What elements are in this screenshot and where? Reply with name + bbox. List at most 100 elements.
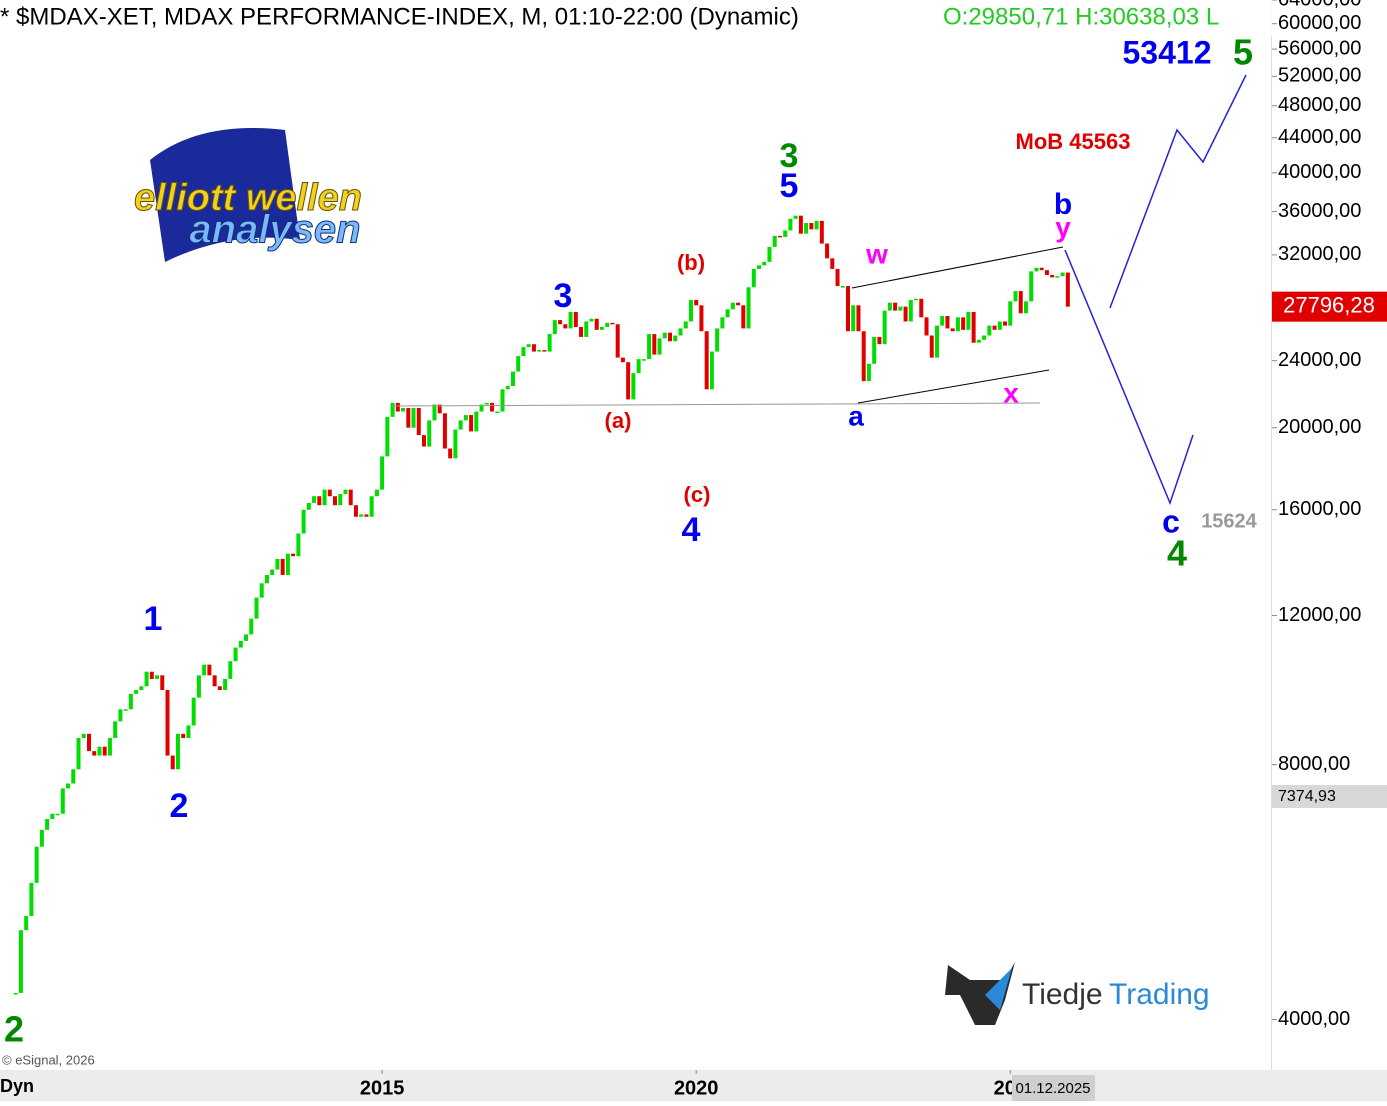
candle xyxy=(327,489,332,497)
candle xyxy=(688,300,693,322)
candle xyxy=(751,268,756,288)
candle xyxy=(809,222,814,230)
candle xyxy=(301,509,306,534)
candle xyxy=(746,287,751,329)
candle xyxy=(228,661,233,679)
candle xyxy=(238,640,243,648)
candle xyxy=(997,321,1002,330)
candle xyxy=(955,317,960,332)
candle xyxy=(673,335,678,342)
candle xyxy=(605,322,610,328)
chart-title: * $MDAX-XET, MDAX PERFORMANCE-INDEX, M, … xyxy=(0,3,799,30)
candle xyxy=(725,309,730,318)
candle xyxy=(819,220,824,244)
candle xyxy=(1065,272,1070,307)
candle xyxy=(270,569,275,575)
candle xyxy=(390,402,395,417)
candle xyxy=(641,359,646,361)
candle xyxy=(18,930,23,993)
y-tick-label: 56000,00 xyxy=(1278,37,1361,59)
candle xyxy=(793,215,798,219)
y-tick-label: 32000,00 xyxy=(1278,243,1361,265)
y-tick-label: 16000,00 xyxy=(1278,498,1361,520)
logo-text: Tiedje xyxy=(1022,978,1103,1011)
last-price-box xyxy=(1272,291,1387,322)
candle xyxy=(704,331,709,390)
candle xyxy=(908,300,913,322)
candle xyxy=(919,298,924,318)
candle xyxy=(505,386,510,390)
y-tick-label: 8000,00 xyxy=(1278,753,1350,775)
candle xyxy=(840,286,845,288)
candle xyxy=(102,746,107,756)
candle xyxy=(165,690,170,756)
x-tick-label: 2015 xyxy=(360,1077,405,1099)
wave-label: 1 xyxy=(144,600,163,638)
channel-line xyxy=(857,369,1050,404)
y-tick-label: 36000,00 xyxy=(1278,200,1361,222)
candle xyxy=(13,992,18,995)
candle xyxy=(825,243,830,259)
logo-elliott: elliott wellen analysen xyxy=(133,128,363,262)
wave-label: 3 xyxy=(780,137,799,175)
candle xyxy=(1023,301,1028,314)
candle xyxy=(877,336,882,345)
candle xyxy=(92,751,97,756)
candle xyxy=(437,404,442,414)
candle xyxy=(411,408,416,428)
candle xyxy=(631,373,636,400)
wave-label: 5 xyxy=(780,167,799,205)
target-label: MoB 45563 xyxy=(1016,129,1131,154)
candle xyxy=(950,328,955,332)
wave-label: c xyxy=(1162,503,1180,539)
candle xyxy=(1003,321,1008,326)
candle xyxy=(914,298,919,301)
candle xyxy=(160,675,165,691)
candle xyxy=(458,420,463,430)
candle xyxy=(275,558,280,570)
candle xyxy=(149,671,154,679)
candle xyxy=(594,318,599,330)
candle xyxy=(144,671,149,687)
candle xyxy=(772,235,777,247)
logo-text: Trading xyxy=(1109,978,1210,1011)
candle xyxy=(202,664,207,676)
logo-tiedje: Tiedje Trading xyxy=(945,962,1210,1025)
candle xyxy=(626,362,631,400)
candle xyxy=(374,489,379,497)
projection-line xyxy=(1064,249,1194,506)
candle xyxy=(636,359,641,374)
candle xyxy=(1044,270,1049,275)
candle xyxy=(929,335,934,358)
wave-label: 4 xyxy=(682,511,701,549)
candle xyxy=(940,315,945,326)
y-tick-label: 64000,00 xyxy=(1278,0,1361,10)
level-label: 15624 xyxy=(1201,510,1257,532)
candle xyxy=(490,402,495,412)
candle xyxy=(547,334,552,352)
candle xyxy=(60,788,65,814)
candle xyxy=(531,344,536,352)
candle xyxy=(353,505,358,517)
candle xyxy=(254,597,259,619)
candle xyxy=(422,435,426,447)
candle xyxy=(830,258,835,269)
candle xyxy=(856,305,861,332)
candle xyxy=(76,738,81,770)
candle xyxy=(395,402,400,412)
candle xyxy=(155,675,160,679)
candle xyxy=(579,327,584,337)
target-label: 53412 xyxy=(1123,34,1212,70)
candle xyxy=(1039,267,1044,271)
candle xyxy=(306,502,311,510)
wave-label: (b) xyxy=(677,250,705,275)
candle xyxy=(139,686,144,691)
candle xyxy=(893,302,898,311)
logo-text: elliott wellen xyxy=(134,177,362,219)
candle xyxy=(259,583,264,598)
candle xyxy=(128,693,133,710)
candle xyxy=(264,574,269,584)
candle xyxy=(479,404,484,412)
wave-label: 2 xyxy=(170,787,189,825)
